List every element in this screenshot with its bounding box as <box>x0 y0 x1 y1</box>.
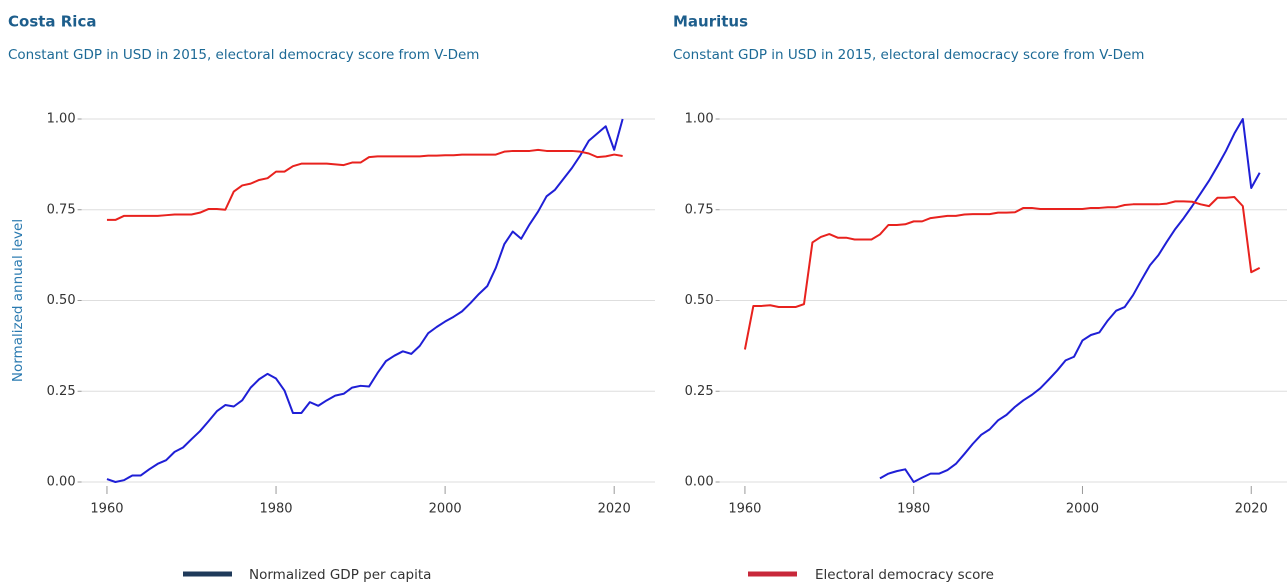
x-tick-label: 2000 <box>1066 502 1099 517</box>
y-tick-label: 0.25 <box>685 384 714 399</box>
chart-subtitle: Constant GDP in USD in 2015, electoral d… <box>673 47 1144 63</box>
series-line <box>106 118 624 483</box>
x-tick-label: 1980 <box>259 502 292 517</box>
x-tick-label: 2000 <box>429 502 462 517</box>
y-tick-label: 0.50 <box>47 293 76 308</box>
y-tick-label: 1.00 <box>685 112 714 127</box>
chart-title: Costa Rica <box>8 13 96 31</box>
x-tick-label: 2020 <box>1235 502 1268 517</box>
chart-subtitle: Constant GDP in USD in 2015, electoral d… <box>8 47 479 63</box>
series-line <box>879 118 1261 483</box>
chart-title: Mauritus <box>673 13 748 31</box>
series-line <box>743 196 1261 350</box>
y-tick-label: 0.75 <box>685 202 714 217</box>
legend-label: Normalized GDP per capita <box>249 567 431 582</box>
x-tick-label: 1960 <box>728 502 761 517</box>
y-axis-label: Normalized annual level <box>10 219 26 382</box>
x-tick-label: 1980 <box>897 502 930 517</box>
y-tick-label: 0.25 <box>47 384 76 399</box>
x-tick-label: 2020 <box>598 502 631 517</box>
x-tick-label: 1960 <box>90 502 123 517</box>
legend-label: Electoral democracy score <box>815 567 994 582</box>
y-tick-label: 1.00 <box>47 112 76 127</box>
y-tick-label: 0.00 <box>47 475 76 490</box>
y-tick-label: 0.50 <box>685 293 714 308</box>
y-tick-label: 0.75 <box>47 202 76 217</box>
series-line <box>106 148 623 221</box>
y-tick-label: 0.00 <box>685 475 714 490</box>
